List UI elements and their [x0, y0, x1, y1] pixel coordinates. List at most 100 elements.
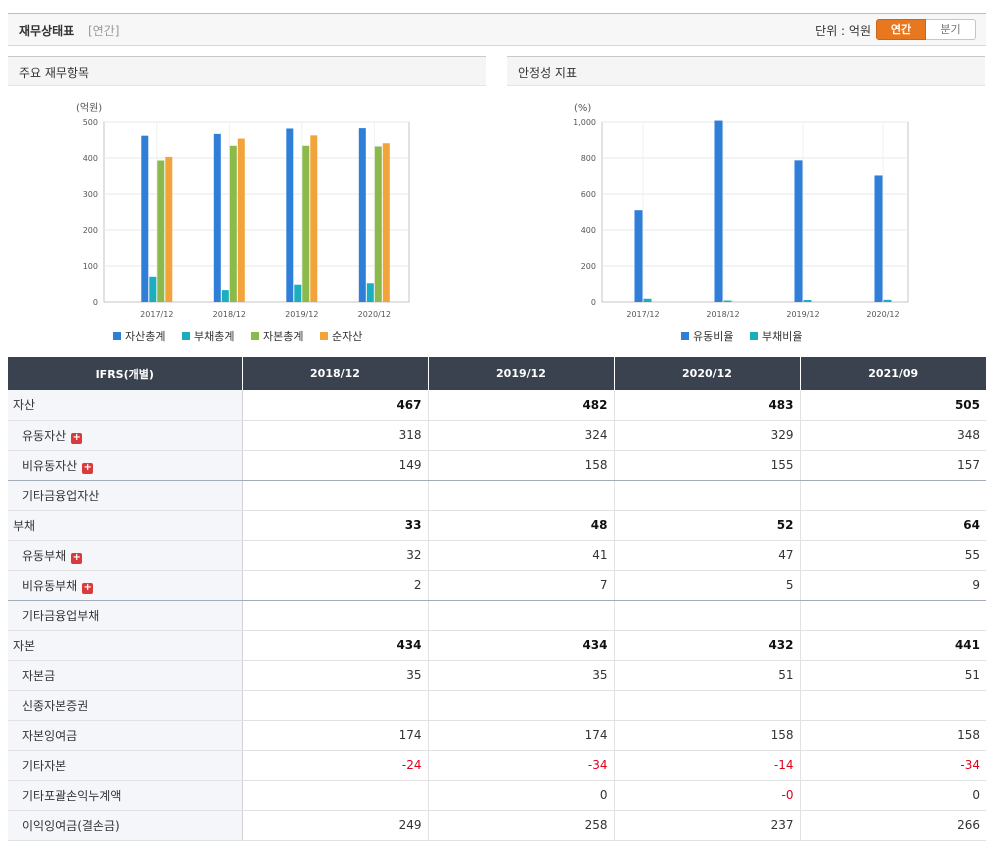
- table-row: 기타금융업자산: [8, 480, 986, 511]
- bar[interactable]: [366, 283, 374, 302]
- value-cell: 158: [800, 720, 986, 751]
- bar[interactable]: [294, 284, 302, 302]
- statement-header: 재무상태표 [연간] 단위 : 억원 연간 분기: [8, 13, 986, 46]
- value-cell: [614, 600, 801, 631]
- bar[interactable]: [643, 298, 652, 302]
- x-tick-label: 2020/12: [866, 310, 899, 319]
- annual-toggle-button[interactable]: 연간: [876, 19, 926, 40]
- value-cell: [614, 480, 801, 511]
- row-label-text: 비유동부채: [22, 578, 78, 593]
- unit-label: 단위 : 억원: [815, 24, 871, 38]
- table-row: 신종자본증권: [8, 690, 986, 721]
- value-cell: 41: [428, 540, 615, 571]
- row-label-text: 비유동자산: [22, 458, 78, 473]
- value-cell: 158: [614, 720, 801, 751]
- expand-plus-icon[interactable]: +: [82, 581, 94, 594]
- value-cell: 432: [614, 630, 801, 661]
- value-cell: 249: [242, 810, 429, 841]
- value-cell: 174: [428, 720, 615, 751]
- bar[interactable]: [213, 133, 221, 302]
- value-cell: 52: [614, 510, 801, 541]
- value-cell: 7: [428, 570, 615, 601]
- bar[interactable]: [310, 135, 318, 302]
- value-cell: 266: [800, 810, 986, 841]
- legend-swatch: [681, 332, 689, 340]
- bar[interactable]: [229, 145, 237, 302]
- bar[interactable]: [634, 210, 643, 302]
- value-cell: 174: [242, 720, 429, 751]
- value-cell: 467: [242, 390, 429, 421]
- legend-swatch: [750, 332, 758, 340]
- row-label[interactable]: 유동부채 +: [8, 540, 243, 571]
- value-cell: -24: [242, 750, 429, 781]
- x-tick-label: 2018/12: [213, 310, 246, 319]
- expand-plus-icon[interactable]: +: [71, 431, 83, 444]
- bar[interactable]: [286, 128, 294, 302]
- legend-label: 부채비율: [762, 330, 802, 343]
- row-label-text: 자산: [13, 398, 36, 413]
- column-header-standard: IFRS(개별): [8, 357, 243, 390]
- value-cell: 329: [614, 420, 801, 451]
- bar[interactable]: [794, 160, 803, 302]
- statement-period: [연간]: [88, 24, 120, 38]
- bar[interactable]: [157, 160, 165, 302]
- table-row: 유동부채 +32 41 47 55: [8, 540, 986, 571]
- bar[interactable]: [302, 145, 310, 302]
- expand-plus-icon[interactable]: +: [82, 461, 94, 474]
- x-tick-label: 2019/12: [786, 310, 819, 319]
- bar[interactable]: [149, 276, 157, 302]
- plot-area: [103, 121, 410, 303]
- value-cell: 505: [800, 390, 986, 421]
- legend-item[interactable]: 자산총계: [113, 330, 165, 343]
- row-label-text: 자본금: [22, 668, 56, 683]
- bar[interactable]: [374, 146, 382, 302]
- row-label-text: 부채: [13, 518, 36, 533]
- row-label[interactable]: 비유동부채 +: [8, 570, 243, 601]
- bar[interactable]: [714, 120, 723, 302]
- legend-item[interactable]: 자본총계: [251, 330, 303, 343]
- bar[interactable]: [803, 300, 812, 302]
- row-label-text: 자본잉여금: [22, 728, 78, 743]
- legend-label: 유동비율: [693, 330, 733, 343]
- bar[interactable]: [883, 299, 892, 302]
- bar[interactable]: [874, 175, 883, 302]
- column-header-period: 2018/12: [242, 357, 429, 390]
- value-cell: 157: [800, 450, 986, 481]
- stability-chart: (%) 0 200 400 600 800 1,000 2017/12 2018/12 2019/…: [573, 103, 909, 343]
- y-tick-label: 400: [581, 226, 596, 235]
- main-items-chart: (억원) 0 100 200 300 400 500 2017/12 2018/12 2019/1…: [76, 102, 410, 343]
- table-row: 기타금융업부채: [8, 600, 986, 631]
- row-label-text: 기타자본: [22, 758, 67, 773]
- bar[interactable]: [165, 156, 173, 302]
- bar[interactable]: [141, 135, 149, 302]
- x-tick-label: 2018/12: [706, 310, 739, 319]
- row-label[interactable]: 유동자산 +: [8, 420, 243, 451]
- unit-axis-label: (%): [574, 103, 591, 114]
- value-cell: 155: [614, 450, 801, 481]
- value-cell: 434: [428, 630, 615, 661]
- bar[interactable]: [723, 300, 732, 302]
- row-label-text: 이익잉여금(결손금): [22, 818, 120, 833]
- value-cell: -14: [614, 750, 801, 781]
- value-cell: 318: [242, 420, 429, 451]
- row-label[interactable]: 비유동자산 +: [8, 450, 243, 481]
- value-cell: 434: [242, 630, 429, 661]
- row-label: 자산: [8, 390, 243, 421]
- legend-item[interactable]: 순자산: [320, 330, 362, 343]
- legend-item[interactable]: 부채총계: [182, 330, 234, 343]
- bar[interactable]: [358, 128, 366, 302]
- value-cell: 9: [800, 570, 986, 601]
- y-tick-label: 800: [581, 154, 596, 163]
- row-label: 이익잉여금(결손금): [8, 810, 243, 841]
- quarter-toggle-button[interactable]: 분기: [926, 19, 976, 40]
- bar[interactable]: [382, 143, 390, 302]
- bar[interactable]: [221, 290, 229, 302]
- stability-panel: 안정성 지표 (%) 0 200 400 600 800 1,000 2017/12 2018/…: [507, 56, 985, 350]
- bar[interactable]: [237, 138, 245, 302]
- y-tick-label: 400: [83, 154, 98, 163]
- value-cell: 483: [614, 390, 801, 421]
- legend-item[interactable]: 유동비율: [681, 330, 733, 343]
- legend-item[interactable]: 부채비율: [750, 330, 802, 343]
- expand-plus-icon[interactable]: +: [71, 551, 83, 564]
- row-label: 기타포괄손익누계액: [8, 780, 243, 811]
